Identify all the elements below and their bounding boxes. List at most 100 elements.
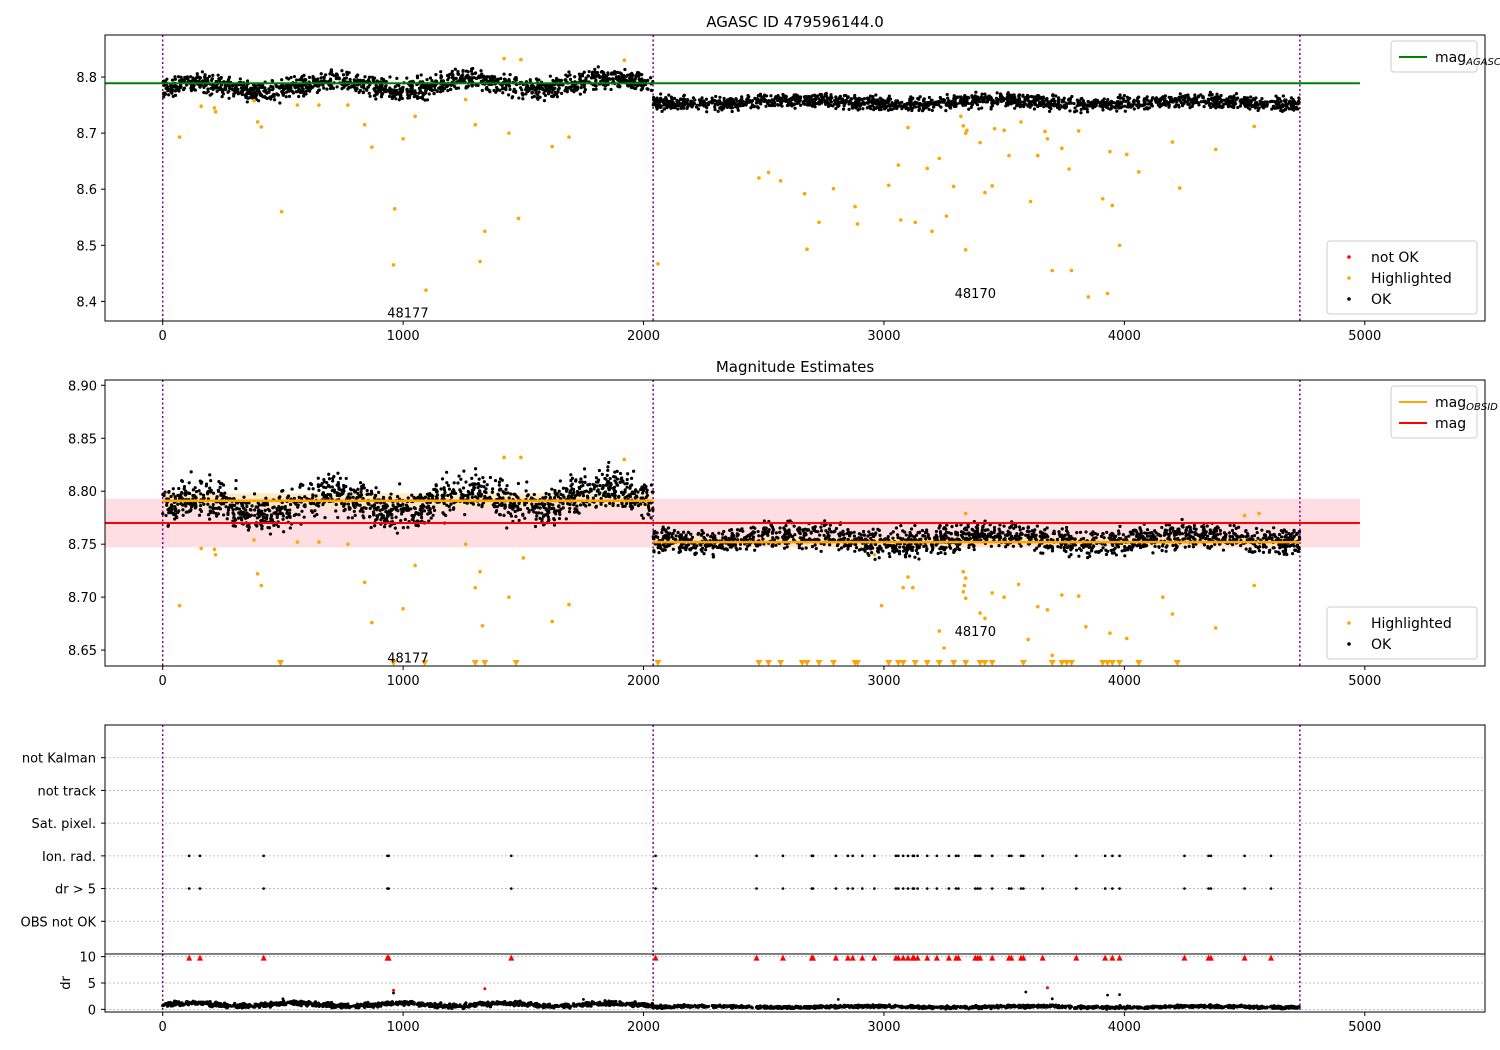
estimates-ok-point — [1151, 551, 1155, 555]
agasc-ok-point — [695, 103, 699, 107]
estimates-ok-point — [422, 504, 426, 508]
estimates-ok-point — [341, 491, 345, 495]
agasc-ok-point — [758, 94, 762, 98]
agasc-highlighted-point — [944, 214, 949, 218]
agasc-ok-point — [812, 100, 817, 104]
estimates-ok-point — [281, 489, 285, 493]
agasc-ok-point — [379, 95, 384, 99]
agasc-ok-point — [1182, 101, 1186, 106]
agasc-ok-point — [470, 72, 474, 76]
estimates-ok-point — [924, 537, 928, 541]
agasc-ok-point — [445, 85, 449, 89]
agasc-ok-point — [221, 92, 225, 96]
agasc-ok-point — [678, 102, 682, 106]
agasc-ok-point — [961, 99, 966, 103]
agasc-ok-point — [628, 76, 632, 80]
agasc-ok-point — [820, 98, 824, 102]
agasc-ok-point — [302, 94, 306, 98]
agasc-ok-point — [994, 100, 999, 104]
agasc-ok-point — [853, 96, 857, 101]
agasc-highlighted-point — [401, 136, 405, 141]
agasc-ok-point — [1260, 96, 1264, 101]
agasc-ok-point — [920, 109, 925, 113]
agasc-ok-point — [382, 88, 386, 93]
estimates-ok-point — [644, 495, 648, 499]
agasc-ok-point — [717, 99, 722, 103]
estimates-ok-point — [218, 481, 223, 486]
estimates-ok-point — [537, 502, 541, 506]
agasc-ok-point — [700, 103, 705, 107]
estimates-ok-point — [512, 501, 517, 506]
estimates-ok-point — [352, 509, 356, 514]
estimates-ok-point — [316, 476, 320, 480]
agasc-ok-point — [892, 103, 896, 107]
agasc-highlighted-point — [212, 106, 217, 110]
agasc-ok-point — [307, 75, 312, 79]
estimates-ok-point — [524, 489, 528, 493]
agasc-ok-point — [922, 97, 926, 102]
agasc-ok-point — [1068, 98, 1072, 102]
agasc-highlighted-point — [853, 204, 857, 209]
estimates-ok-point — [285, 496, 290, 500]
estimates-ok-point — [231, 511, 235, 515]
agasc-highlighted-point — [519, 57, 523, 62]
estimates-ok-point — [359, 490, 363, 494]
estimates-ok-point — [262, 512, 266, 516]
agasc-ok-point — [461, 78, 465, 82]
estimates-ok-point — [235, 506, 239, 510]
agasc-ok-point — [651, 98, 656, 102]
agasc-ok-point — [469, 69, 474, 73]
agasc-ok-point — [1032, 95, 1036, 99]
estimates-ok-point — [510, 504, 514, 508]
agasc-ok-point — [675, 99, 679, 103]
estimates-ok-point — [493, 478, 498, 483]
agasc-ok-point — [466, 70, 470, 74]
estimates-ok-point — [234, 478, 238, 483]
estimates-ok-point — [395, 495, 400, 499]
agasc-ok-point — [798, 103, 803, 107]
agasc-ok-point — [807, 101, 811, 105]
agasc-ok-point — [1197, 103, 1201, 107]
agasc-ok-point — [278, 101, 282, 105]
estimates-ok-point — [572, 502, 576, 506]
agasc-ok-point — [553, 86, 557, 90]
estimates-ok-point — [428, 491, 432, 496]
agasc-ok-point — [449, 87, 453, 92]
agasc-ok-point — [1088, 103, 1092, 107]
agasc-ok-point — [747, 95, 751, 99]
agasc-ok-point — [995, 91, 999, 95]
agasc-ok-point — [672, 96, 677, 100]
agasc-ok-point — [182, 86, 187, 90]
estimates-ok-point — [393, 505, 397, 510]
agasc-ok-point — [162, 83, 166, 87]
agasc-ok-point — [1231, 100, 1235, 104]
agasc-ok-point — [211, 73, 215, 77]
agasc-ok-point — [227, 89, 231, 93]
estimates-ok-point — [317, 488, 321, 492]
agasc-ok-point — [675, 103, 679, 108]
agasc-ok-point — [324, 73, 328, 77]
estimates-ok-point — [557, 489, 561, 493]
estimates-ok-point — [517, 501, 521, 506]
agasc-ok-point — [453, 67, 457, 71]
estimates-ok-point — [361, 510, 365, 514]
agasc-ok-point — [356, 73, 360, 77]
agasc-ok-point — [192, 87, 196, 91]
estimates-ok-point — [369, 489, 374, 493]
estimates-ok-point — [643, 502, 647, 506]
agasc-ok-point — [207, 74, 212, 78]
agasc-ok-point — [679, 97, 683, 101]
estimates-ok-point — [823, 519, 827, 523]
agasc-ok-point — [331, 86, 336, 91]
agasc-ok-point — [289, 75, 293, 80]
agasc-ok-point — [984, 100, 988, 104]
estimates-ok-point — [448, 508, 452, 512]
estimates-ok-point — [534, 502, 538, 506]
estimates-ok-point — [585, 494, 590, 498]
agasc-ok-point — [582, 90, 587, 94]
estimates-ok-point — [380, 507, 384, 512]
estimates-ok-point — [943, 552, 947, 556]
estimates-ok-point — [624, 501, 629, 506]
agasc-ok-point — [366, 85, 370, 89]
agasc-ok-point — [1120, 105, 1124, 109]
